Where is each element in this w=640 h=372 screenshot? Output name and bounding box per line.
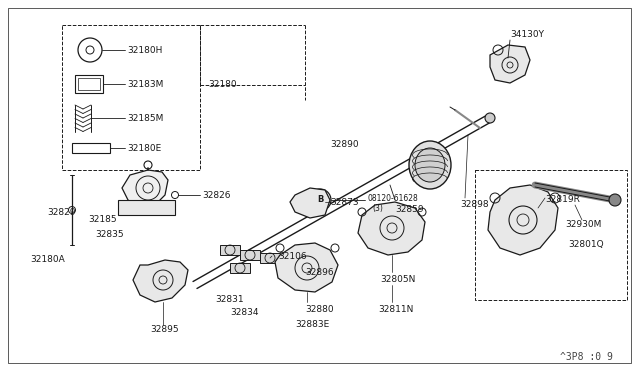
Polygon shape — [122, 170, 168, 208]
Text: 32898: 32898 — [460, 200, 488, 209]
Polygon shape — [488, 185, 558, 255]
Ellipse shape — [409, 141, 451, 189]
Text: B: B — [317, 196, 323, 205]
Text: 32811N: 32811N — [378, 305, 413, 314]
Polygon shape — [358, 202, 425, 255]
Circle shape — [309, 189, 331, 211]
Bar — [220, 245, 240, 255]
Text: 32859: 32859 — [395, 205, 424, 214]
Bar — [78, 78, 100, 90]
Bar — [230, 263, 250, 273]
Text: 32801Q: 32801Q — [568, 240, 604, 249]
Text: 32834: 32834 — [230, 308, 259, 317]
Text: 32819R: 32819R — [545, 195, 580, 204]
Ellipse shape — [415, 148, 445, 182]
Text: 08120-61628: 08120-61628 — [367, 194, 418, 203]
Text: 32805N: 32805N — [380, 275, 415, 284]
Bar — [475, 170, 627, 300]
Text: 32185M: 32185M — [127, 114, 163, 123]
Bar — [75, 75, 103, 93]
Circle shape — [485, 113, 495, 123]
Text: 32829: 32829 — [47, 208, 76, 217]
Bar — [62, 25, 200, 170]
Text: 32873: 32873 — [330, 198, 358, 207]
Text: 32183M: 32183M — [127, 80, 163, 89]
Polygon shape — [490, 45, 530, 83]
Circle shape — [609, 194, 621, 206]
Bar — [72, 143, 110, 153]
Text: 34130Y: 34130Y — [510, 30, 544, 39]
Text: 32880: 32880 — [305, 305, 333, 314]
Text: 32106: 32106 — [278, 252, 307, 261]
Bar — [240, 250, 260, 260]
Polygon shape — [118, 200, 175, 215]
Text: 32896: 32896 — [305, 268, 333, 277]
Bar — [260, 253, 280, 263]
Text: 32890: 32890 — [330, 140, 358, 149]
Polygon shape — [275, 243, 338, 292]
Text: 32883E: 32883E — [295, 320, 329, 329]
Text: 32930M: 32930M — [565, 220, 602, 229]
Text: 32185: 32185 — [88, 215, 116, 224]
Polygon shape — [133, 260, 188, 302]
Text: 32180H: 32180H — [127, 46, 163, 55]
Polygon shape — [290, 188, 330, 218]
Text: 32895: 32895 — [150, 325, 179, 334]
Text: (3): (3) — [372, 204, 383, 213]
Text: 32180A: 32180A — [30, 255, 65, 264]
Text: 32831: 32831 — [215, 295, 244, 304]
Text: 32835: 32835 — [95, 230, 124, 239]
Text: ^3P8 :0 9: ^3P8 :0 9 — [560, 352, 613, 362]
Text: 32826: 32826 — [202, 191, 230, 200]
Text: 32180E: 32180E — [127, 144, 161, 153]
Text: 32180: 32180 — [208, 80, 237, 89]
